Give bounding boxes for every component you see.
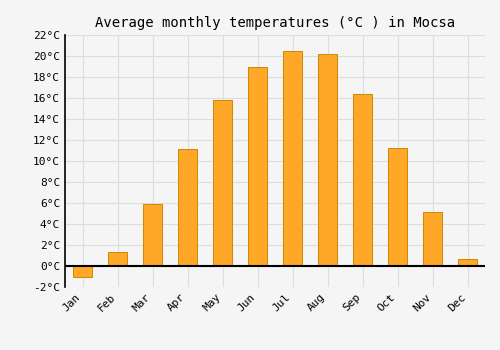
Bar: [248, 66, 267, 266]
Bar: [283, 51, 302, 266]
Bar: [108, 252, 127, 266]
Bar: [213, 100, 232, 266]
Bar: [458, 259, 477, 266]
Bar: [423, 212, 442, 266]
Bar: [353, 94, 372, 266]
Bar: [178, 149, 197, 266]
Bar: [318, 54, 337, 266]
Bar: [73, 266, 92, 276]
Bar: [388, 148, 407, 266]
Bar: [143, 204, 162, 266]
Title: Average monthly temperatures (°C ) in Mocsa: Average monthly temperatures (°C ) in Mo…: [95, 16, 455, 30]
